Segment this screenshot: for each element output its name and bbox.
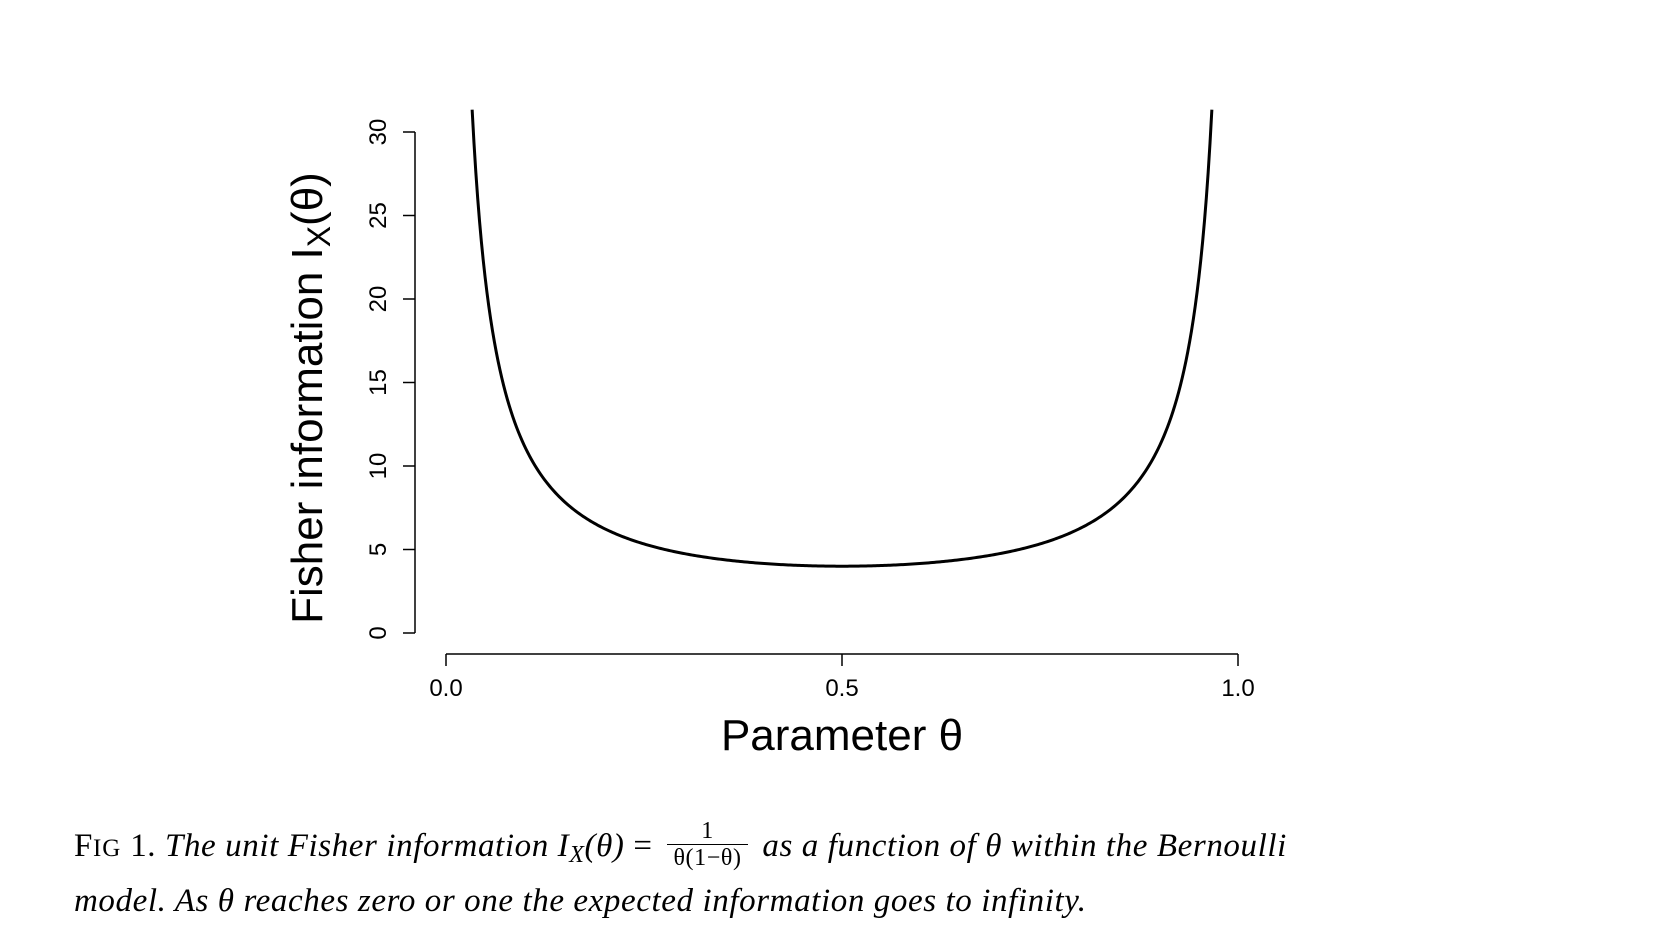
fisher-information-chart: 0 5 10 15 20 25 30 0.0 0.5 1.0 Fisher informatio… (283, 109, 1255, 760)
caption-fraction-numerator: 1 (667, 818, 748, 845)
y-ticks: 0 5 10 15 20 25 30 (365, 119, 415, 640)
caption-line-1: FIG 1. The unit Fisher information IX(θ)… (74, 818, 1654, 875)
y-tick-label: 30 (365, 119, 392, 146)
y-axis-label: Fisher information IX(θ) (283, 172, 337, 624)
caption-line-2: model. As θ reaches zero or one the expe… (74, 883, 1087, 919)
y-axis-label-tail: (θ) (283, 172, 332, 226)
caption-text-2: as a function of θ within the Bernoulli (753, 828, 1287, 864)
fisher-information-curve (470, 109, 1214, 568)
x-axis-label-symbol: θ (939, 711, 963, 760)
y-axis-label-main: Fisher information I (283, 247, 332, 624)
x-axis-label-main: Parameter (721, 711, 939, 760)
caption-equals: = (624, 828, 662, 864)
caption-fig-rest: IG (92, 835, 122, 862)
y-tick-label: 5 (365, 543, 392, 556)
y-tick-label: 25 (365, 202, 392, 229)
caption-symbol-i: I (557, 828, 570, 864)
caption-fig-number: 1. (121, 828, 157, 864)
caption-fig-f: F (74, 828, 93, 864)
figure-caption: FIG 1. The unit Fisher information IX(θ)… (74, 818, 1654, 927)
y-tick-label: 0 (365, 626, 392, 639)
x-tick-label: 1.0 (1221, 675, 1254, 702)
caption-symbol-arg: (θ) (584, 828, 625, 864)
y-tick-label: 15 (365, 369, 392, 396)
caption-fraction-denominator: θ(1−θ) (673, 844, 742, 871)
y-tick-label: 10 (365, 453, 392, 480)
caption-fraction: 1 θ(1−θ) (667, 818, 748, 871)
y-axis-label-sub: X (301, 226, 337, 247)
x-axis-label: Parameter θ (721, 711, 963, 760)
y-tick-label: 20 (365, 286, 392, 313)
caption-figure-label: FIG 1. (74, 828, 156, 864)
caption-symbol-sub: X (569, 842, 585, 868)
x-tick-label: 0.5 (825, 675, 858, 702)
caption-text-1: The unit Fisher information (156, 828, 558, 864)
x-axis: 0.0 0.5 1.0 (429, 653, 1255, 702)
y-axis: 0 5 10 15 20 25 30 (365, 119, 416, 640)
x-tick-label: 0.0 (429, 675, 462, 702)
x-ticks: 0.0 0.5 1.0 (429, 654, 1255, 702)
